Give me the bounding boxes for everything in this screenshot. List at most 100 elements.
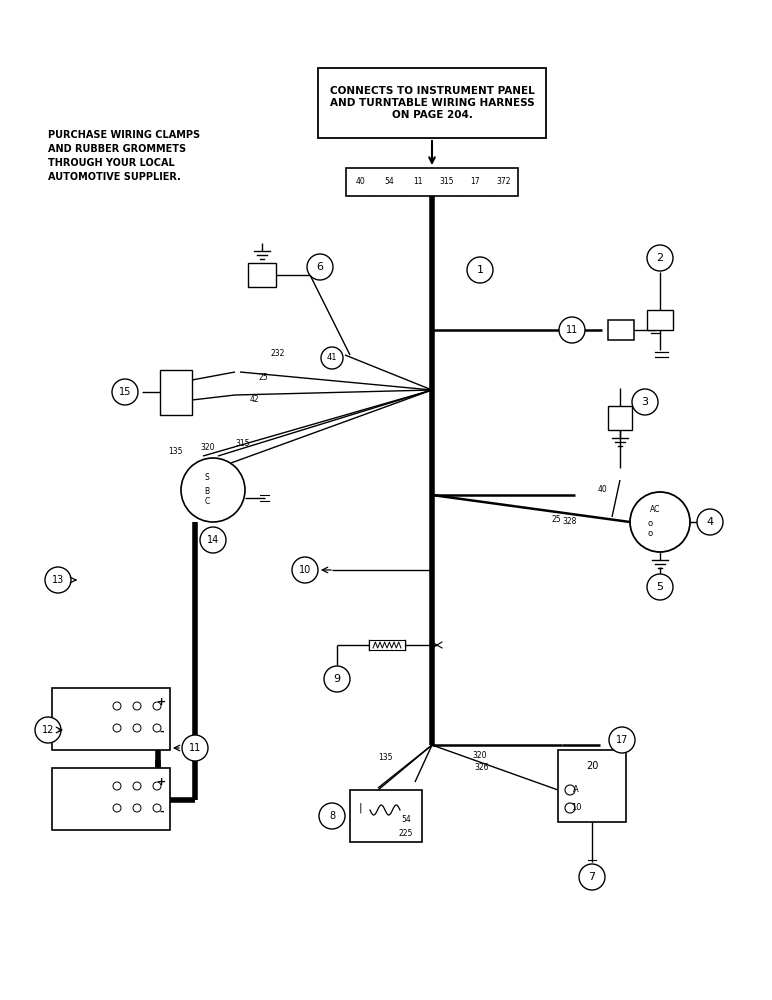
Text: 40: 40 <box>597 486 607 494</box>
Text: 14: 14 <box>207 535 219 545</box>
Circle shape <box>319 803 345 829</box>
Text: A: A <box>573 786 579 794</box>
Circle shape <box>153 724 161 732</box>
Text: 315: 315 <box>235 440 250 448</box>
Text: 15: 15 <box>119 387 131 397</box>
Text: 135: 135 <box>168 448 182 456</box>
Text: 40: 40 <box>355 178 365 186</box>
Bar <box>346 168 518 196</box>
Bar <box>608 406 632 430</box>
Text: |: | <box>358 803 362 813</box>
Bar <box>52 688 170 750</box>
Text: 17: 17 <box>616 735 628 745</box>
Text: 6: 6 <box>317 262 323 272</box>
Circle shape <box>133 702 141 710</box>
Circle shape <box>153 702 161 710</box>
Circle shape <box>609 727 635 753</box>
Circle shape <box>579 864 605 890</box>
Text: 320: 320 <box>201 442 215 452</box>
Circle shape <box>113 804 121 812</box>
Circle shape <box>113 782 121 790</box>
Text: 42: 42 <box>249 395 259 404</box>
Circle shape <box>292 557 318 583</box>
Text: PURCHASE WIRING CLAMPS
AND RUBBER GROMMETS
THROUGH YOUR LOCAL
AUTOMOTIVE SUPPLIE: PURCHASE WIRING CLAMPS AND RUBBER GROMME… <box>48 130 200 182</box>
Text: 17: 17 <box>470 178 480 186</box>
Bar <box>160 370 192 415</box>
Circle shape <box>324 666 350 692</box>
Circle shape <box>113 724 121 732</box>
Text: 10: 10 <box>571 804 581 812</box>
Text: -: - <box>160 727 164 737</box>
Bar <box>647 310 673 330</box>
Bar <box>608 320 634 340</box>
Text: 9: 9 <box>334 674 340 684</box>
Text: 2: 2 <box>656 253 664 263</box>
Bar <box>318 68 546 138</box>
Text: 54: 54 <box>401 816 411 824</box>
Text: 135: 135 <box>378 754 392 762</box>
Text: B: B <box>205 487 209 495</box>
Text: 232: 232 <box>271 349 285 358</box>
Text: 11: 11 <box>189 743 201 753</box>
Text: 1: 1 <box>476 265 483 275</box>
Text: 315: 315 <box>439 178 454 186</box>
Circle shape <box>182 735 208 761</box>
Text: 13: 13 <box>52 575 64 585</box>
Circle shape <box>630 492 690 552</box>
Circle shape <box>153 804 161 812</box>
Circle shape <box>467 257 493 283</box>
Text: 20: 20 <box>586 761 598 771</box>
Circle shape <box>647 245 673 271</box>
Text: CONNECTS TO INSTRUMENT PANEL
AND TURNTABLE WIRING HARNESS
ON PAGE 204.: CONNECTS TO INSTRUMENT PANEL AND TURNTAB… <box>330 86 534 120</box>
Text: +: + <box>157 697 167 707</box>
Text: 11: 11 <box>566 325 578 335</box>
Bar <box>248 263 276 287</box>
Text: 372: 372 <box>496 178 511 186</box>
Circle shape <box>133 724 141 732</box>
Text: 10: 10 <box>299 565 311 575</box>
Circle shape <box>321 347 343 369</box>
Circle shape <box>133 782 141 790</box>
Circle shape <box>565 785 575 795</box>
Text: 54: 54 <box>384 178 394 186</box>
Text: 326: 326 <box>475 764 489 772</box>
Text: 225: 225 <box>399 830 413 838</box>
Text: 3: 3 <box>642 397 648 407</box>
Text: 320: 320 <box>472 750 487 760</box>
Text: 25: 25 <box>551 516 560 524</box>
Bar <box>369 640 405 650</box>
Text: 7: 7 <box>588 872 595 882</box>
Text: S: S <box>205 474 209 483</box>
Text: -: - <box>160 807 164 817</box>
Circle shape <box>559 317 585 343</box>
Circle shape <box>647 574 673 600</box>
Text: AC: AC <box>650 506 660 514</box>
Circle shape <box>45 567 71 593</box>
Bar <box>350 790 422 842</box>
Circle shape <box>35 717 61 743</box>
Circle shape <box>200 527 226 553</box>
Text: 25: 25 <box>258 373 268 382</box>
Circle shape <box>181 458 245 522</box>
Text: o: o <box>648 520 652 528</box>
Circle shape <box>112 379 138 405</box>
Text: 12: 12 <box>42 725 54 735</box>
Circle shape <box>307 254 333 280</box>
Text: C: C <box>205 497 210 506</box>
Text: 328: 328 <box>563 518 577 526</box>
Circle shape <box>632 389 658 415</box>
Text: o: o <box>648 530 652 538</box>
Text: +: + <box>157 777 167 787</box>
Circle shape <box>113 702 121 710</box>
Circle shape <box>565 803 575 813</box>
Circle shape <box>153 782 161 790</box>
Bar <box>52 768 170 830</box>
Text: 5: 5 <box>656 582 663 592</box>
Text: 4: 4 <box>706 517 713 527</box>
Text: 8: 8 <box>329 811 335 821</box>
Circle shape <box>133 804 141 812</box>
Text: 11: 11 <box>413 178 422 186</box>
Circle shape <box>697 509 723 535</box>
Text: 41: 41 <box>327 354 337 362</box>
Bar <box>558 750 626 822</box>
